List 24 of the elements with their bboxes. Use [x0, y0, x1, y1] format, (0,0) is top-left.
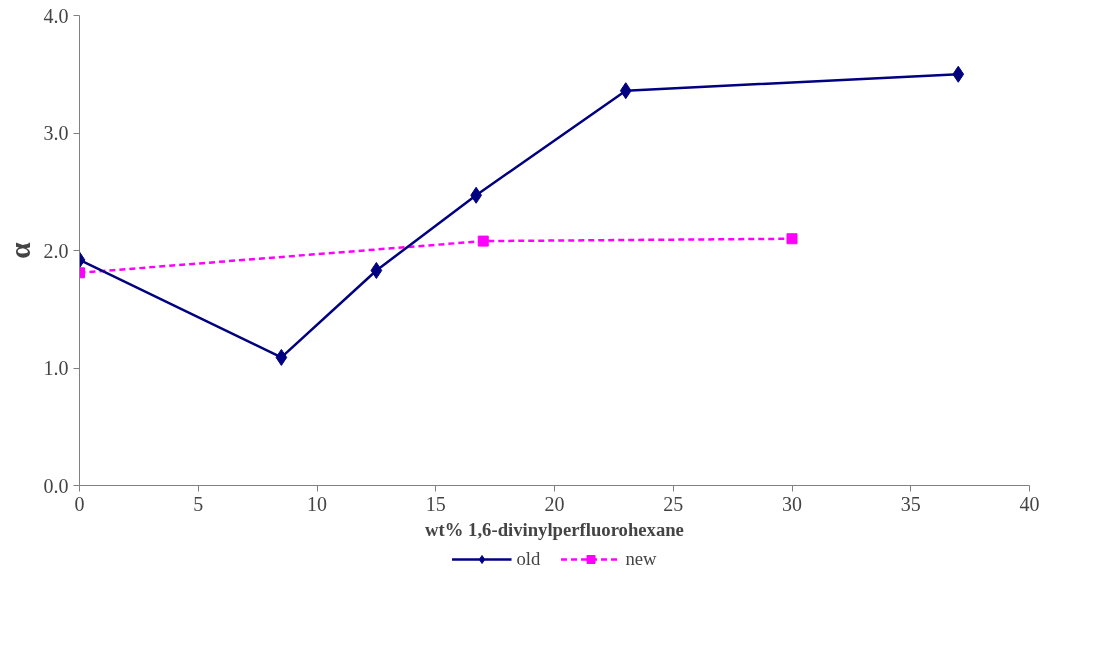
- y-tick-label: 4.0: [43, 4, 69, 27]
- point: [786, 233, 798, 245]
- point: [370, 261, 383, 279]
- x-tick-label: 0: [74, 492, 85, 515]
- x-tick-label: 5: [193, 492, 204, 515]
- x-tick-label: 20: [544, 492, 565, 515]
- point: [275, 348, 288, 366]
- x-axis-title: wt% 1,6-divinylperfluorohexane: [425, 518, 684, 540]
- x-tick-label: 35: [900, 492, 921, 515]
- y-tick-label: 0.0: [43, 474, 69, 497]
- y-tick-label: 1.0: [43, 357, 69, 379]
- point: [619, 82, 632, 100]
- x-tick-label: 15: [425, 492, 446, 515]
- y-tick-label: 3.0: [43, 122, 69, 144]
- x-tick-label: 30: [782, 492, 802, 515]
- x-tick-label: 10: [307, 492, 327, 515]
- y-tick-label: 2.0: [43, 239, 69, 262]
- x-tick-label: 25: [663, 492, 684, 515]
- x-tick-label: 40: [1019, 492, 1040, 515]
- y-axis-title: α: [3, 241, 36, 259]
- legend-label: old: [516, 548, 541, 570]
- point: [952, 65, 965, 83]
- legend-label: new: [625, 548, 657, 570]
- point: [477, 235, 489, 247]
